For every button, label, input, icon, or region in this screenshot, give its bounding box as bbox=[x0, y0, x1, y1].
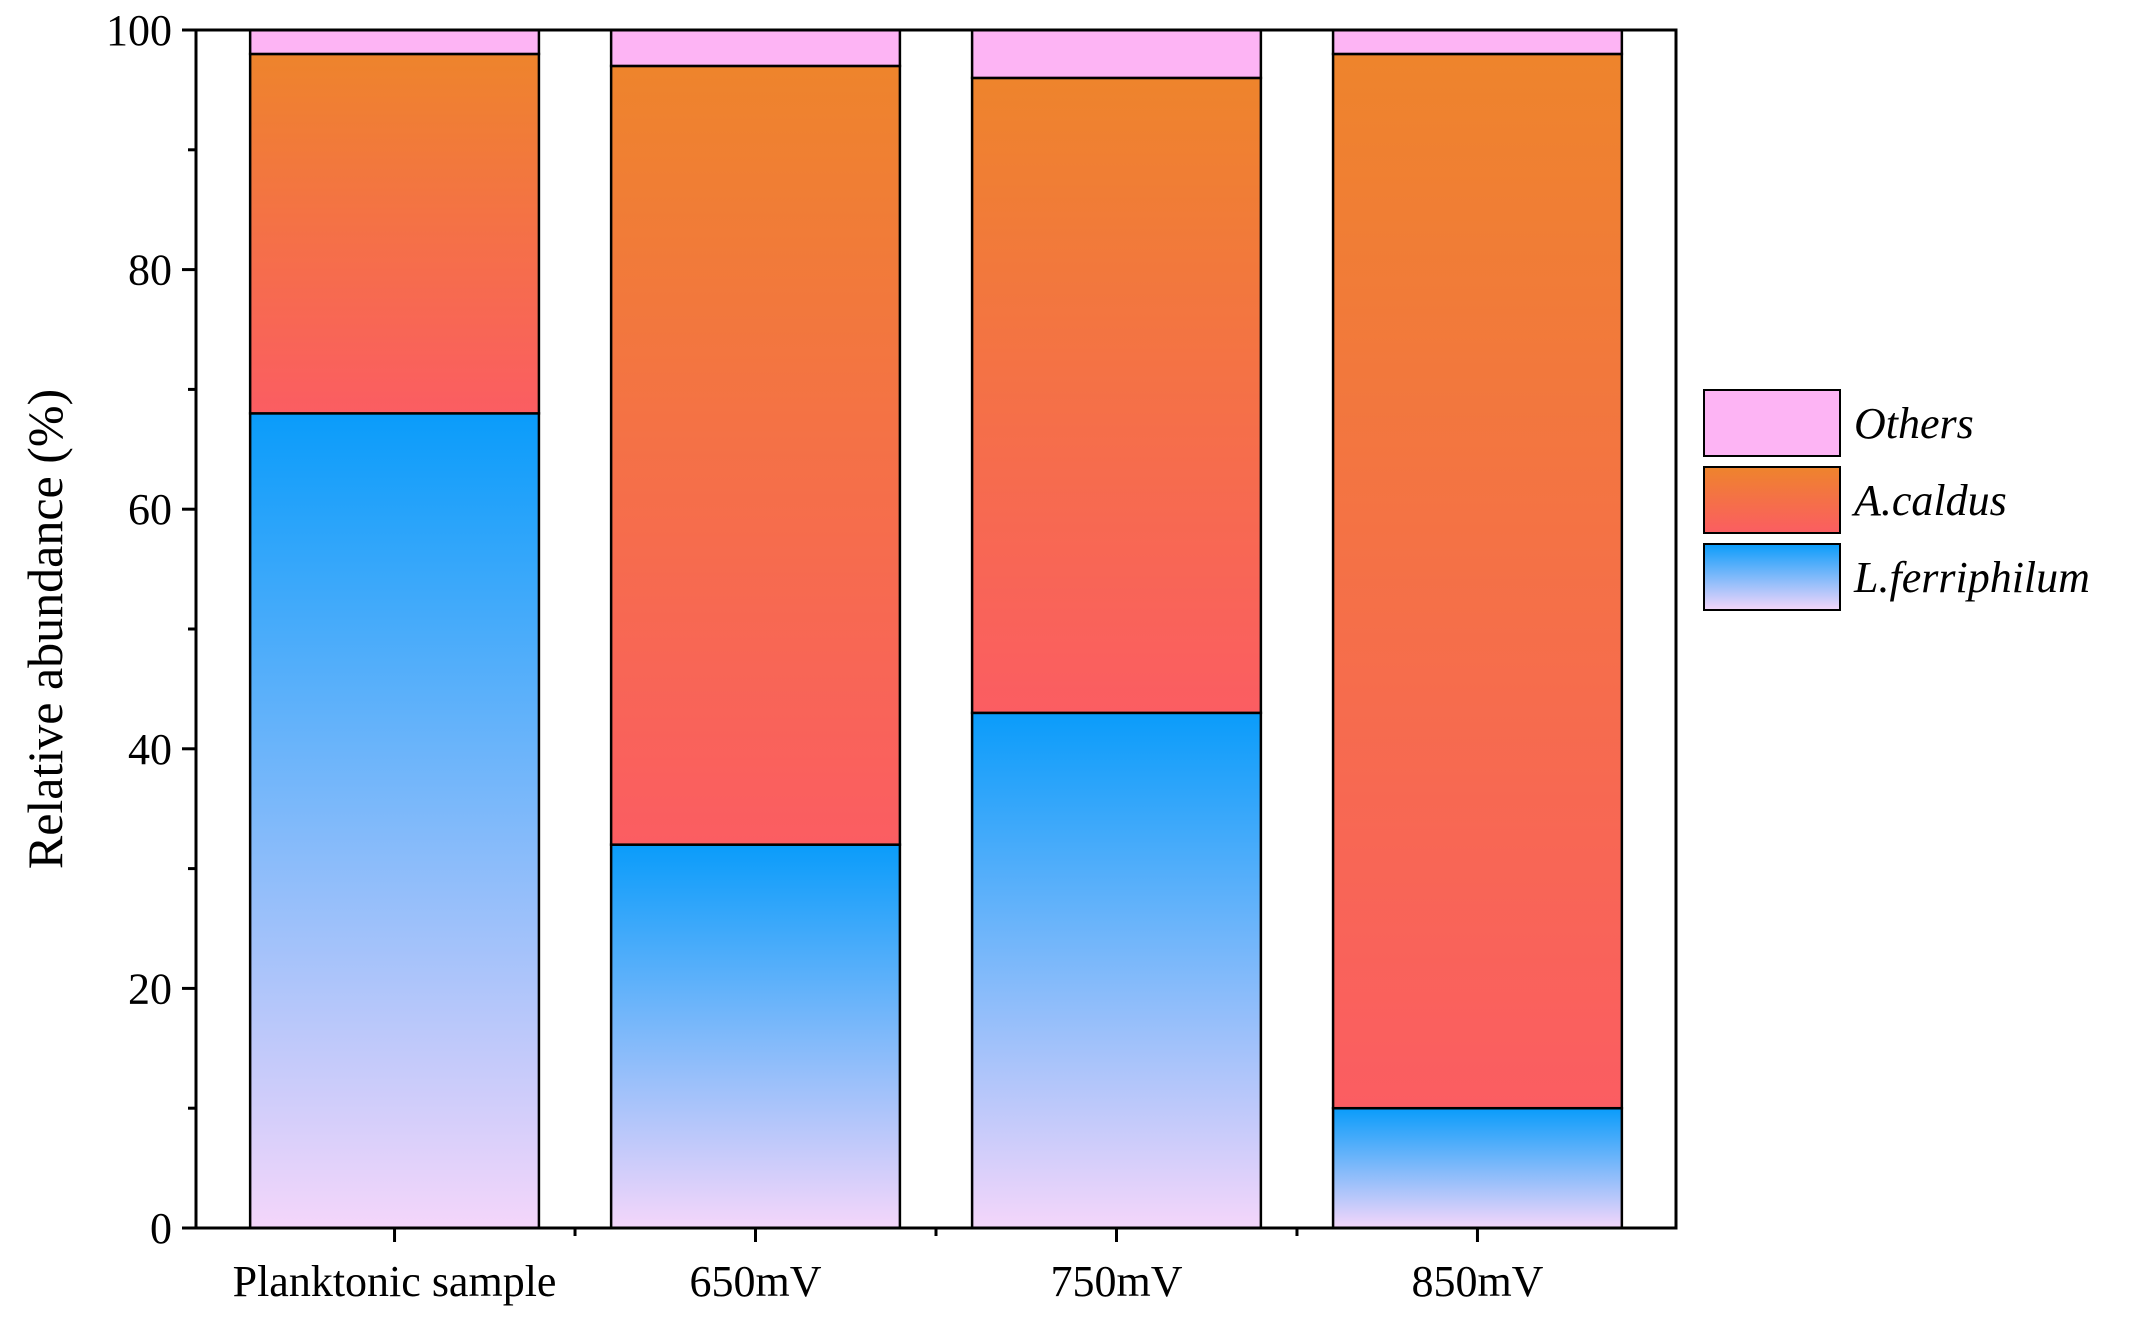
bar-others-1 bbox=[248, 28, 541, 56]
legend-swatch-a-caldus bbox=[1703, 466, 1841, 534]
bar-a-caldus-1 bbox=[248, 52, 541, 415]
bar-l-ferriphilum-3 bbox=[970, 711, 1263, 1230]
legend-swatch-l-ferriphilum bbox=[1703, 543, 1841, 611]
legend: Others A.caldus L.ferriphilum bbox=[1703, 389, 2090, 611]
x-tick-label: 650mV bbox=[690, 1257, 822, 1306]
y-tick-label: 0 bbox=[150, 1204, 172, 1253]
y-tick-label: 80 bbox=[128, 246, 172, 295]
x-tick-label: 850mV bbox=[1411, 1257, 1543, 1306]
bar-a-caldus-4 bbox=[1331, 52, 1624, 1110]
x-tick-label: 750mV bbox=[1050, 1257, 1182, 1306]
bar-others-4 bbox=[1331, 28, 1624, 56]
x-tick-label: Planktonic sample bbox=[233, 1257, 557, 1306]
bar-l-ferriphilum-2 bbox=[609, 843, 902, 1230]
legend-label-a-caldus: A.caldus bbox=[1851, 476, 2007, 525]
x-axis: Planktonic sample 650mV 750mV 850mV bbox=[233, 1228, 1544, 1306]
bar-l-ferriphilum-1 bbox=[248, 412, 541, 1230]
y-tick-label: 40 bbox=[128, 725, 172, 774]
bar-a-caldus-3 bbox=[970, 76, 1263, 715]
y-axis-label: Relative abundance (%) bbox=[17, 389, 73, 869]
bar-a-caldus-2 bbox=[609, 64, 902, 846]
y-tick-label: 20 bbox=[128, 964, 172, 1013]
y-tick-label: 60 bbox=[128, 485, 172, 534]
bars-group bbox=[248, 28, 1624, 1230]
y-tick-label: 100 bbox=[106, 6, 172, 55]
legend-label-l-ferriphilum: L.ferriphilum bbox=[1853, 553, 2090, 602]
y-axis: 0 20 40 60 80 100 bbox=[106, 6, 196, 1253]
legend-swatch-others bbox=[1703, 389, 1841, 457]
bar-others-2 bbox=[609, 28, 902, 68]
legend-label-others: Others bbox=[1854, 399, 1974, 448]
bar-others-3 bbox=[970, 28, 1263, 80]
bar-l-ferriphilum-4 bbox=[1331, 1106, 1624, 1230]
